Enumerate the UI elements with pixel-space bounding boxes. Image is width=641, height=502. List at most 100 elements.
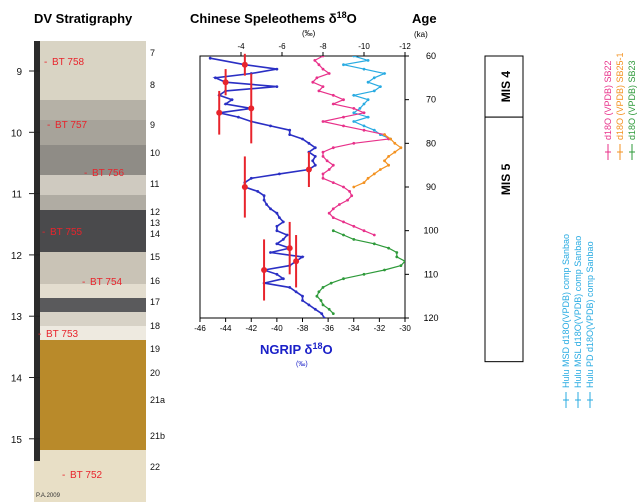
- bottom-axis-tick-label: -36: [322, 324, 334, 333]
- layer-band: [34, 450, 146, 502]
- age-axis: 60 70 80 90 100 110 120: [405, 51, 439, 323]
- sample-label: BT 755: [50, 227, 82, 238]
- series-point-3: [366, 176, 370, 180]
- series-point-0: [237, 115, 240, 119]
- layer-band: [34, 41, 146, 100]
- legend-entry: d18O (VPDB) SB22: [603, 60, 613, 160]
- series-point-1: [358, 107, 362, 110]
- layer-band: [34, 100, 146, 120]
- series-point-3: [389, 137, 392, 141]
- series-point-2: [327, 72, 331, 75]
- series-point-0: [285, 233, 289, 237]
- series-point-0: [275, 211, 279, 215]
- age-marker: [248, 105, 255, 112]
- sample-dash: -: [62, 470, 65, 481]
- bottom-axis: -46 -44 -42 -40 -38 -36 -34 -32 -30: [194, 318, 411, 333]
- age-axis-tick-label: 60: [426, 51, 436, 61]
- series-point-0: [281, 277, 285, 281]
- layer-number: 7: [150, 48, 155, 58]
- depth-tick-label: 15: [11, 435, 23, 446]
- top-axis-tick-label: -8: [319, 42, 327, 51]
- series-point-0: [307, 141, 311, 145]
- legend-label: Hulu MSD d18O(VPDB) comp Sanbao: [561, 234, 571, 388]
- layer-band: [34, 312, 146, 326]
- series-point-0: [320, 312, 324, 315]
- sample-label: BT 754: [90, 277, 122, 288]
- sample-dash: -: [44, 57, 47, 68]
- series-point-2: [331, 207, 335, 211]
- series-point-2: [331, 216, 335, 220]
- series-point-0: [230, 98, 234, 102]
- series-line-0: [210, 57, 325, 318]
- series-point-1: [362, 102, 366, 106]
- series-point-0: [275, 272, 279, 276]
- series-point-0: [313, 146, 317, 150]
- age-marker: [286, 245, 293, 252]
- series-point-1: [366, 59, 370, 62]
- series-point-0: [249, 176, 253, 180]
- series-point-2: [321, 176, 325, 180]
- series-point-3: [393, 150, 397, 154]
- series-point-1: [379, 85, 382, 88]
- series-point-2: [342, 220, 345, 224]
- layer-number: 14: [150, 229, 160, 239]
- bottom-axis-tick-label: -34: [348, 324, 360, 333]
- series-point-4: [319, 299, 323, 302]
- series-point-1: [366, 80, 370, 84]
- sample-label: BT 753: [46, 329, 78, 340]
- legend-label: d18O (VPDB) SB22: [603, 60, 613, 140]
- series-point-0: [288, 133, 292, 137]
- age-marker: [305, 166, 312, 173]
- layer-number: 22: [150, 462, 160, 472]
- age-marker: [241, 61, 248, 68]
- layer-band: [34, 252, 146, 284]
- series-point-0: [256, 190, 260, 193]
- depth-tick-label: 14: [11, 374, 23, 385]
- series-point-0: [262, 194, 266, 198]
- bottom-axis-tick-label: -40: [271, 324, 283, 333]
- bottom-axis-tick-label: -46: [194, 324, 206, 333]
- top-axis-tick-label: -12: [399, 42, 411, 51]
- series-point-2: [321, 172, 325, 176]
- series-point-0: [307, 303, 311, 307]
- top-axis-tick-label: -10: [358, 42, 370, 51]
- top-axis-tick-label: -6: [278, 42, 286, 51]
- series-point-0: [269, 124, 272, 128]
- legend-label: Hulu PD d18O(VPDB) comp Sanbao: [585, 241, 595, 388]
- series-point-3: [379, 168, 382, 171]
- bottom-axis-tick-label: -32: [374, 324, 386, 333]
- legend-label: d18O (VPDB) SB23: [627, 60, 637, 140]
- series-point-2: [321, 67, 325, 71]
- series-point-0: [288, 286, 292, 289]
- series-point-0: [275, 67, 279, 71]
- layer-band: [34, 284, 146, 298]
- series-point-0: [269, 207, 272, 211]
- legend: d18O (VPDB) SB22 d18O (VPDB) SB25-1 d18O (…: [561, 52, 637, 408]
- top-axis: -4 -6 -8 -10 -12: [237, 42, 411, 56]
- layer-band: [34, 120, 146, 145]
- series-point-0: [224, 102, 228, 106]
- series-point-0: [278, 216, 281, 220]
- series-line-4: [316, 230, 405, 315]
- ngrip-title: NGRIP δ18O: [260, 341, 333, 357]
- series-point-1: [372, 89, 376, 93]
- series-point-4: [327, 307, 331, 311]
- series-point-0: [275, 224, 279, 228]
- series-point-2: [362, 111, 366, 115]
- stratigraphy-title: DV Stratigraphy: [34, 11, 133, 26]
- bottom-axis-tick-label: -44: [220, 324, 232, 333]
- series-point-2: [350, 194, 354, 198]
- layer-number: 16: [150, 276, 160, 286]
- sample-label: BT 757: [55, 120, 87, 131]
- layer-band: [34, 210, 146, 252]
- series-point-0: [275, 229, 279, 233]
- series-point-0: [313, 163, 317, 167]
- series-point-4: [331, 229, 335, 233]
- series-point-4: [317, 290, 321, 294]
- series-point-4: [342, 233, 345, 237]
- series-point-0: [322, 316, 326, 318]
- series-point-3: [393, 141, 397, 145]
- series-point-0: [275, 242, 279, 246]
- layer-number: 10: [150, 148, 160, 158]
- series-point-4: [342, 277, 345, 281]
